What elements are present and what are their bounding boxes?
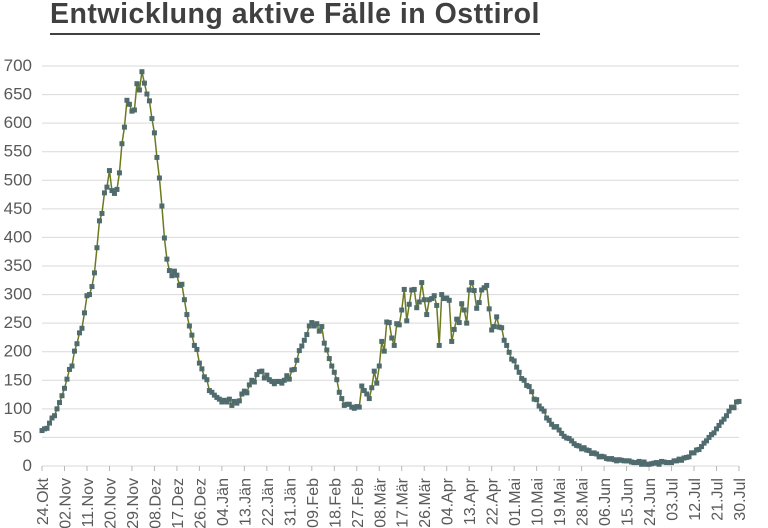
svg-text:04.Jän: 04.Jän bbox=[215, 478, 232, 526]
svg-text:200: 200 bbox=[4, 342, 32, 361]
svg-text:11.Nov: 11.Nov bbox=[80, 478, 97, 528]
svg-text:24.Okt: 24.Okt bbox=[35, 477, 52, 525]
svg-text:18.Feb: 18.Feb bbox=[327, 478, 344, 528]
svg-text:26.Dez: 26.Dez bbox=[192, 478, 209, 528]
svg-text:0: 0 bbox=[23, 456, 32, 475]
svg-text:15.Jun: 15.Jun bbox=[620, 478, 637, 526]
svg-text:100: 100 bbox=[4, 399, 32, 418]
svg-text:27.Feb: 27.Feb bbox=[350, 478, 367, 528]
svg-text:500: 500 bbox=[4, 170, 32, 189]
svg-text:03.Jul: 03.Jul bbox=[665, 478, 682, 521]
svg-text:28.Mai: 28.Mai bbox=[575, 478, 592, 526]
svg-text:17.Mär: 17.Mär bbox=[395, 477, 412, 527]
svg-text:400: 400 bbox=[4, 227, 32, 246]
svg-text:31.Jän: 31.Jän bbox=[282, 478, 299, 526]
svg-text:12.Jul: 12.Jul bbox=[687, 478, 704, 521]
svg-text:29.Nov: 29.Nov bbox=[125, 478, 142, 528]
svg-text:650: 650 bbox=[4, 85, 32, 104]
svg-text:26.Mär: 26.Mär bbox=[417, 477, 434, 527]
svg-text:02.Nov: 02.Nov bbox=[57, 478, 74, 528]
svg-text:24.Jun: 24.Jun bbox=[642, 478, 659, 526]
svg-text:19.Mai: 19.Mai bbox=[552, 478, 569, 526]
svg-text:350: 350 bbox=[4, 256, 32, 275]
svg-text:450: 450 bbox=[4, 199, 32, 218]
svg-text:21.Jul: 21.Jul bbox=[710, 478, 727, 521]
svg-text:04.Apr: 04.Apr bbox=[440, 477, 457, 525]
svg-text:700: 700 bbox=[4, 56, 32, 75]
svg-text:250: 250 bbox=[4, 313, 32, 332]
svg-text:300: 300 bbox=[4, 285, 32, 304]
svg-text:30.Jul: 30.Jul bbox=[732, 478, 749, 521]
svg-text:550: 550 bbox=[4, 142, 32, 161]
svg-text:10.Mai: 10.Mai bbox=[530, 478, 547, 526]
svg-text:22.Apr: 22.Apr bbox=[485, 477, 502, 525]
svg-text:17.Dez: 17.Dez bbox=[170, 478, 187, 528]
svg-text:150: 150 bbox=[4, 370, 32, 389]
svg-text:20.Nov: 20.Nov bbox=[102, 478, 119, 528]
svg-text:600: 600 bbox=[4, 113, 32, 132]
svg-text:22.Jän: 22.Jän bbox=[260, 478, 277, 526]
svg-text:01.Mai: 01.Mai bbox=[507, 478, 524, 526]
svg-text:50: 50 bbox=[13, 427, 32, 446]
svg-text:06.Jun: 06.Jun bbox=[597, 478, 614, 526]
svg-text:13.Apr: 13.Apr bbox=[462, 477, 479, 525]
svg-text:08.Mär: 08.Mär bbox=[372, 477, 389, 527]
svg-text:09.Feb: 09.Feb bbox=[305, 478, 322, 528]
svg-text:08.Dez: 08.Dez bbox=[147, 478, 164, 528]
svg-text:13.Jän: 13.Jän bbox=[237, 478, 254, 526]
